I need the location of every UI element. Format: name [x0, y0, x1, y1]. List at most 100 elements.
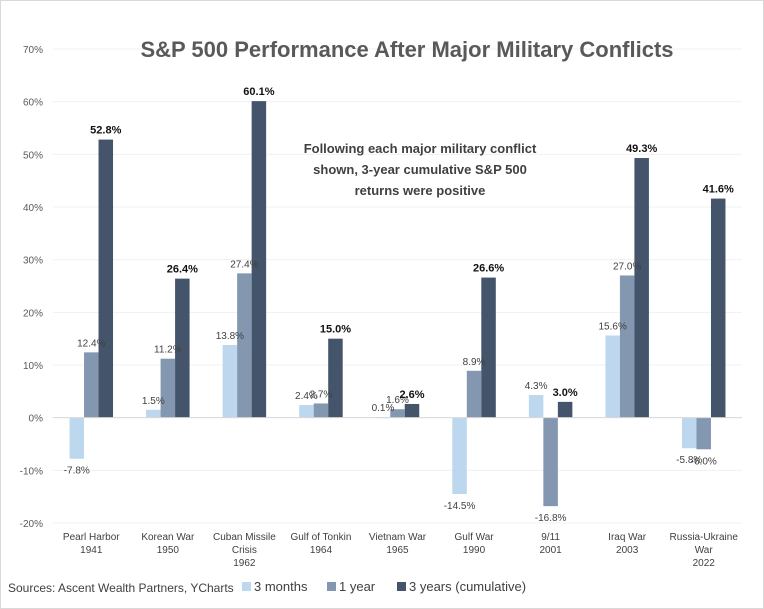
data-label: 0.1%: [372, 403, 395, 414]
category-label: 1950: [157, 545, 180, 556]
annotation-line: Following each major military conflict: [304, 141, 537, 156]
bar-3-months: [528, 395, 544, 418]
data-label: -14.5%: [444, 501, 476, 512]
data-label: -16.8%: [535, 513, 567, 524]
annotation-line: returns were positive: [355, 183, 486, 198]
data-label: 15.0%: [320, 324, 351, 336]
category-label: 9/11: [541, 532, 560, 543]
bar-1-year: [466, 370, 482, 418]
annotation-line: shown, 3-year cumulative S&P 500: [313, 162, 527, 177]
bar-3-years-cumulative-: [404, 403, 420, 418]
bar-1-year: [619, 275, 635, 418]
data-label: 26.6%: [473, 263, 504, 275]
category-label: Russia-Ukraine: [670, 532, 739, 543]
data-label: 52.8%: [90, 125, 121, 137]
category-label: War: [695, 545, 714, 556]
y-tick-label: 60%: [23, 98, 43, 109]
legend-swatch: [397, 582, 406, 591]
bar-3-years-cumulative-: [710, 198, 726, 418]
data-label: 11.2%: [154, 345, 182, 356]
y-axis-ticks: -20% -10% 0% 10% 20% 30% 40% 50% 60% 70%: [20, 45, 43, 530]
data-label: 2.4%: [295, 391, 318, 402]
bar-3-years-cumulative-: [175, 278, 190, 418]
data-label: -7.8%: [64, 466, 90, 477]
bar-3-years-cumulative-: [251, 101, 267, 418]
data-label: 1.6%: [386, 395, 409, 406]
data-label: 27.4%: [230, 259, 258, 270]
legend-swatch: [242, 582, 251, 591]
legend-swatch: [327, 582, 336, 591]
source-note: Sources: Ascent Wealth Partners, YCharts: [8, 581, 234, 595]
bar-3-years-cumulative-: [557, 401, 573, 418]
category-label: Crisis: [232, 545, 257, 556]
data-label: 2.7%: [310, 389, 333, 400]
category-label: Iraq War: [608, 532, 647, 543]
data-label: 8.9%: [463, 357, 486, 368]
y-tick-label: 0%: [29, 414, 44, 425]
category-label: 2022: [693, 558, 716, 569]
data-label: 12.4%: [77, 338, 105, 349]
legend-label: 1 year: [339, 579, 376, 594]
data-label: -5.8%: [676, 455, 702, 466]
bar-1-year: [696, 417, 711, 450]
bar-1-year: [160, 358, 176, 418]
category-label: 2001: [539, 545, 562, 556]
data-label: 60.1%: [243, 86, 274, 98]
bar-1-year: [390, 409, 405, 418]
bar-3-years-cumulative-: [634, 158, 649, 418]
bars: [69, 101, 726, 507]
bar-3-years-cumulative-: [328, 338, 343, 418]
bar-3-months: [69, 417, 85, 459]
data-label: 27.0%: [613, 261, 641, 272]
chart-title: S&P 500 Performance After Major Military…: [140, 37, 673, 62]
category-label: 1964: [310, 545, 333, 556]
data-label: -6.0%: [691, 456, 717, 467]
bar-3-months: [146, 409, 161, 418]
category-label: 1941: [80, 545, 103, 556]
legend-label: 3 months: [254, 579, 308, 594]
legend: 3 months 1 year 3 years (cumulative): [242, 579, 526, 594]
bar-3-years-cumulative-: [98, 139, 114, 418]
y-tick-label: 40%: [23, 203, 43, 214]
y-tick-label: 70%: [23, 45, 43, 56]
bar-1-year: [313, 403, 329, 418]
y-tick-label: -10%: [20, 466, 43, 477]
category-label: Gulf War: [455, 532, 495, 543]
bar-3-months: [299, 405, 314, 418]
bar-3-months: [605, 335, 620, 418]
category-label: Pearl Harbor: [63, 532, 120, 543]
bar-1-year: [543, 417, 558, 507]
data-label: 26.4%: [167, 264, 198, 276]
bar-3-months: [681, 417, 697, 449]
bar-1-year: [237, 273, 252, 418]
category-label: Gulf of Tonkin: [290, 532, 351, 543]
category-label: 2003: [616, 545, 639, 556]
category-label: Cuban Missile: [213, 532, 276, 543]
data-label: 3.0%: [553, 387, 578, 399]
annotation: Following each major military conflict sh…: [304, 141, 537, 198]
data-label: 4.3%: [525, 381, 548, 392]
category-label: 1962: [233, 558, 256, 569]
category-label: 1965: [386, 545, 409, 556]
x-axis-categories: Pearl Harbor 1941 Korean War 1950 Cuban Miss…: [63, 532, 738, 569]
y-tick-label: 20%: [23, 308, 43, 319]
y-tick-label: 10%: [23, 361, 43, 372]
category-label: 1990: [463, 545, 486, 556]
data-label: 49.3%: [626, 143, 657, 155]
y-tick-label: 30%: [23, 256, 43, 267]
data-label: 41.6%: [703, 184, 734, 196]
bar-1-year: [84, 352, 99, 418]
gridlines: [53, 48, 742, 524]
category-label: Korean War: [141, 532, 195, 543]
legend-label: 3 years (cumulative): [409, 579, 526, 594]
category-label: Vietnam War: [369, 532, 427, 543]
bar-3-years-cumulative-: [481, 277, 496, 418]
data-label: 2.6%: [399, 389, 424, 401]
bar-3-months: [222, 344, 238, 418]
bar-3-months: [452, 417, 467, 495]
data-label: 15.6%: [598, 322, 626, 333]
y-tick-label: 50%: [23, 150, 43, 161]
data-label: 13.8%: [216, 331, 244, 342]
y-tick-label: -20%: [20, 519, 43, 530]
